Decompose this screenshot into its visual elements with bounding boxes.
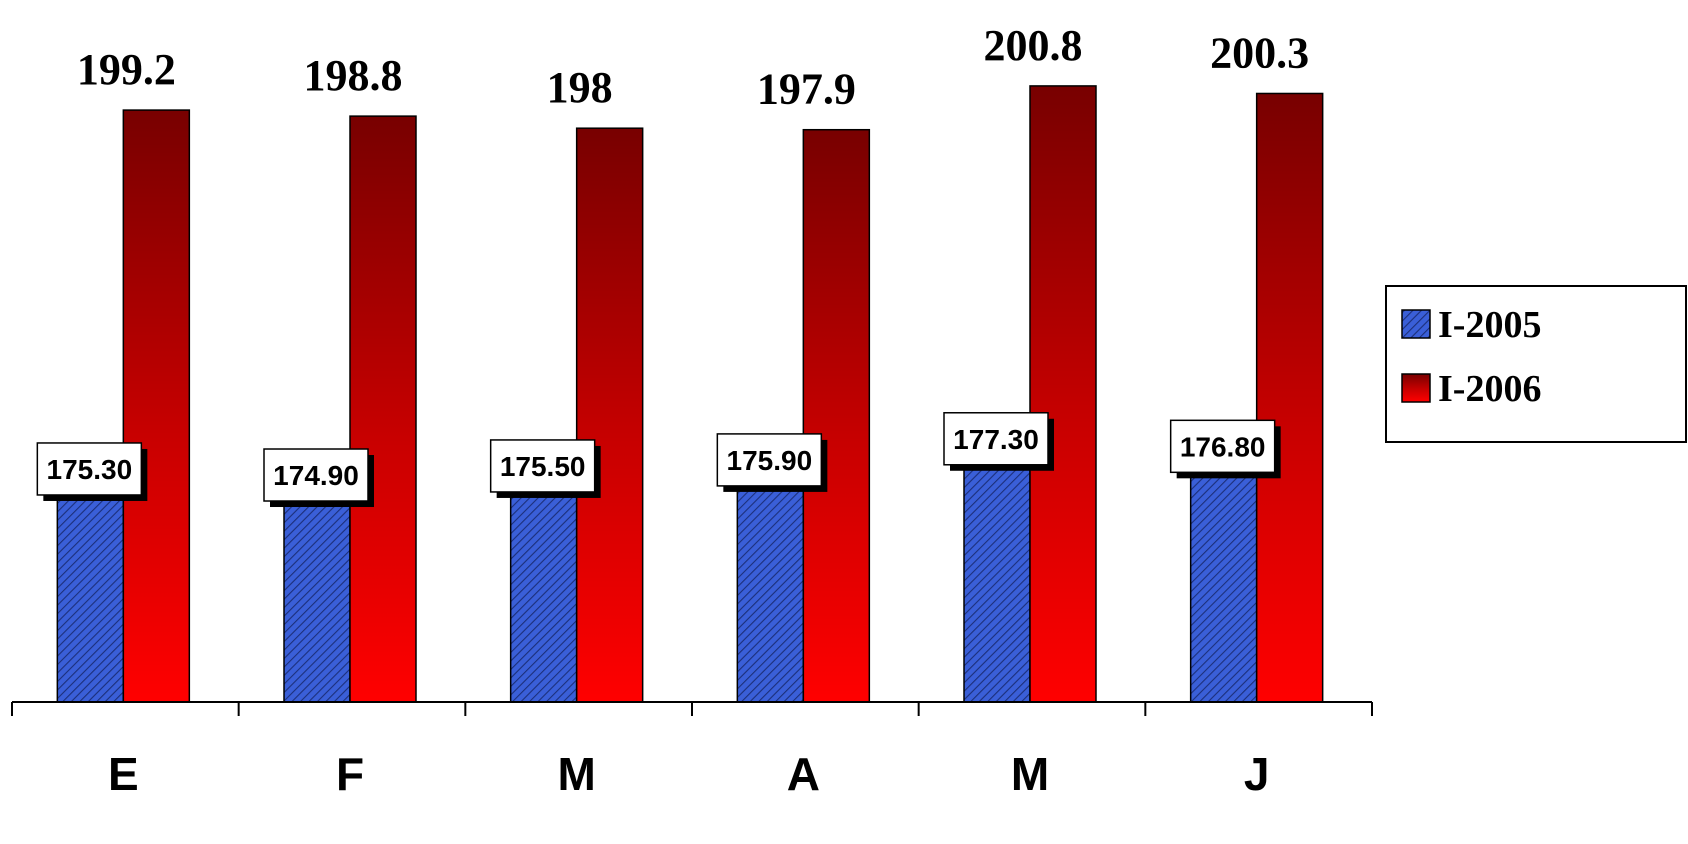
bar-i2005-1 xyxy=(283,476,351,703)
bars-layer xyxy=(56,85,1324,703)
data-label-box-i2005-1: 174.90 xyxy=(263,448,374,508)
data-label-box-i2005-5: 176.80 xyxy=(1169,419,1281,479)
data-labels-layer: 199.2 175.30 198.8 174.90 198 175.50 197.9 175.… xyxy=(36,21,1309,508)
bar-i2006-3 xyxy=(802,128,871,703)
legend-label-1: I-2006 xyxy=(1438,368,1541,410)
x-tick-label-5: J xyxy=(1244,748,1270,800)
data-label-i2006-5: 200.3 xyxy=(1210,28,1309,77)
x-tick-label-3: A xyxy=(787,748,820,800)
data-label-i2006-1: 198.8 xyxy=(304,51,403,100)
label-box xyxy=(263,448,369,502)
data-label-i2005-4: 177.30 xyxy=(953,424,1039,455)
data-label-i2005-1: 174.90 xyxy=(273,460,359,491)
bar-i2005-2 xyxy=(509,467,578,703)
bar-i2006-2 xyxy=(575,127,644,703)
legend-swatch-1 xyxy=(1401,373,1431,403)
data-label-box-i2005-0: 175.30 xyxy=(36,442,148,501)
data-label-i2005-2: 175.50 xyxy=(500,451,586,482)
label-box xyxy=(36,442,143,496)
bar-i2005-5 xyxy=(1189,447,1258,703)
label-box xyxy=(1169,419,1276,474)
bar-i2006-1 xyxy=(349,115,417,703)
label-box xyxy=(716,433,823,487)
data-label-box-i2005-3: 175.90 xyxy=(716,433,828,492)
x-tick-label-0: E xyxy=(108,748,139,800)
legend: I-2005 I-2006 xyxy=(1385,285,1687,443)
bar-i2006-0 xyxy=(122,109,191,703)
bar-i2005-0 xyxy=(56,470,125,703)
data-label-i2006-3: 197.9 xyxy=(757,65,856,114)
data-label-box-i2005-2: 175.50 xyxy=(489,439,601,498)
data-label-i2005-5: 176.80 xyxy=(1180,431,1266,462)
data-label-i2006-0: 199.2 xyxy=(77,45,176,94)
legend-swatch-0 xyxy=(1401,309,1431,339)
bar-i2006-5 xyxy=(1255,92,1324,703)
data-label-box-i2005-4: 177.30 xyxy=(943,412,1054,471)
data-label-i2006-2: 198 xyxy=(547,63,613,112)
label-box xyxy=(489,439,596,493)
data-label-i2005-0: 175.30 xyxy=(47,454,133,485)
legend-frame xyxy=(1385,285,1687,443)
data-label-i2005-3: 175.90 xyxy=(727,445,813,476)
legend-label-0: I-2005 xyxy=(1438,304,1541,346)
bar-i2005-4 xyxy=(963,440,1031,703)
x-tick-label-4: M xyxy=(1011,748,1049,800)
bar-i2005-3 xyxy=(736,461,805,703)
x-tick-label-2: M xyxy=(558,748,596,800)
x-tick-label-1: F xyxy=(336,748,364,800)
bar-i2006-4 xyxy=(1029,85,1097,703)
label-box xyxy=(943,412,1049,466)
data-label-i2006-4: 200.8 xyxy=(984,21,1083,70)
